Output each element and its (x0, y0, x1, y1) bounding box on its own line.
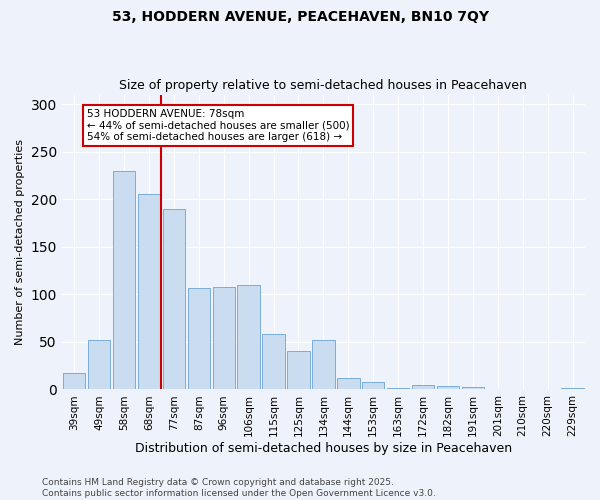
Bar (163, 208, 185, 390)
X-axis label: Distribution of semi-detached houses by size in Peacehaven: Distribution of semi-detached houses by … (135, 442, 512, 455)
Bar (487, 388, 509, 390)
Text: 53, HODDERN AVENUE, PEACEHAVEN, BN10 7QY: 53, HODDERN AVENUE, PEACEHAVEN, BN10 7QY (112, 10, 488, 24)
Bar (437, 386, 459, 390)
Bar (188, 288, 210, 390)
Bar (88, 340, 110, 390)
Text: 53 HODDERN AVENUE: 78sqm
← 44% of semi-detached houses are smaller (500)
54% of : 53 HODDERN AVENUE: 78sqm ← 44% of semi-d… (87, 109, 349, 142)
Title: Size of property relative to semi-detached houses in Peacehaven: Size of property relative to semi-detach… (119, 79, 527, 92)
Bar (362, 382, 385, 390)
Bar (337, 378, 359, 390)
Bar (63, 374, 85, 390)
Bar (562, 388, 584, 390)
Bar (212, 286, 235, 390)
Bar (262, 334, 285, 390)
Bar (287, 352, 310, 390)
Bar (387, 388, 409, 390)
Bar (461, 386, 484, 390)
Bar (536, 388, 559, 390)
Bar (412, 384, 434, 390)
Bar (138, 194, 160, 390)
Bar (113, 170, 135, 390)
Bar (238, 285, 260, 390)
Y-axis label: Number of semi-detached properties: Number of semi-detached properties (15, 139, 25, 345)
Text: Contains HM Land Registry data © Crown copyright and database right 2025.
Contai: Contains HM Land Registry data © Crown c… (42, 478, 436, 498)
Bar (312, 340, 335, 390)
